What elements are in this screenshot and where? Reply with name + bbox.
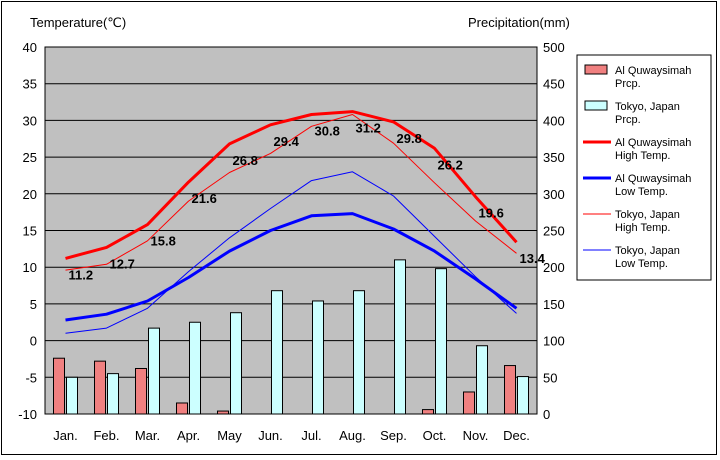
legend-tokyo-high-label: High Temp. <box>615 222 670 234</box>
right-tick-label: 150 <box>543 297 565 312</box>
right-tick-label: 450 <box>543 77 565 92</box>
legend-tokyo-low-label: Tokyo, Japan <box>615 245 680 257</box>
data-label: 13.4 <box>520 251 546 266</box>
data-label: 30.8 <box>315 124 340 139</box>
left-tick-label: 35 <box>23 77 37 92</box>
legend-tokyo-prcp-label: Prcp. <box>615 114 641 126</box>
legend-al-quwaysimah-low-label: Al Quwaysimah <box>615 173 691 185</box>
precip-bar-tokyo <box>312 300 324 415</box>
data-label: 26.8 <box>233 153 258 168</box>
x-tick-label: Sep. <box>380 428 407 443</box>
data-label: 12.7 <box>110 256 135 271</box>
x-tick-label: Dec. <box>503 428 530 443</box>
right-tick-label: 0 <box>543 407 550 422</box>
precip-bar-al-quwaysimah <box>217 410 229 415</box>
legend-al-quwaysimah-prcp-label: Prcp. <box>615 78 641 90</box>
right-tick-label: 200 <box>543 260 565 275</box>
right-tick-label: 300 <box>543 187 565 202</box>
right-tick-label: 50 <box>543 370 557 385</box>
precip-bar-tokyo <box>394 259 406 415</box>
legend-al-quwaysimah-low-label: Low Temp. <box>615 186 668 198</box>
x-tick-label: Apr. <box>177 428 200 443</box>
data-label: 19.6 <box>479 206 504 221</box>
left-tick-label: -10 <box>18 407 37 422</box>
right-tick-label: 400 <box>543 113 565 128</box>
precip-bar-al-quwaysimah <box>463 391 475 415</box>
right-tick-label: 100 <box>543 334 565 349</box>
left-tick-label: 25 <box>23 150 37 165</box>
precip-bar-tokyo <box>353 290 365 415</box>
precip-bar-tokyo <box>435 268 447 415</box>
y-right-label: Precipitation(mm) <box>468 15 570 30</box>
left-tick-label: 5 <box>30 297 37 312</box>
precip-bar-tokyo <box>107 373 119 415</box>
al-quwaysimah-low-line <box>65 212 518 322</box>
tokyo-low-line <box>65 171 517 334</box>
precip-bar-al-quwaysimah <box>94 360 106 415</box>
legend-al-quwaysimah-high-label: Al Quwaysimah <box>615 137 691 149</box>
right-tick-label: 250 <box>543 224 565 239</box>
left-tick-label: 10 <box>23 260 37 275</box>
legend-box <box>576 54 712 281</box>
x-tick-label: Oct. <box>423 428 447 443</box>
data-label: 15.8 <box>151 234 176 249</box>
legend-tokyo-high-label: Tokyo, Japan <box>615 209 680 221</box>
tokyo-high-line <box>65 114 517 271</box>
data-label: 21.6 <box>192 191 217 206</box>
precip-bar-al-quwaysimah <box>422 409 434 415</box>
legend-al-quwaysimah-high-label: High Temp. <box>615 150 670 162</box>
data-label: 11.2 <box>69 267 94 282</box>
precip-bar-al-quwaysimah <box>176 402 188 415</box>
precip-bar-tokyo <box>148 327 160 415</box>
data-label: 31.2 <box>356 121 381 136</box>
left-tick-label: 30 <box>23 113 37 128</box>
right-tick-label: 350 <box>543 150 565 165</box>
x-tick-label: Jan. <box>53 428 78 443</box>
precip-bar-tokyo <box>271 290 283 415</box>
left-tick-label: 15 <box>23 224 37 239</box>
legend-tokyo-prcp-label: Tokyo, Japan <box>615 101 680 113</box>
precip-bar-al-quwaysimah <box>53 357 65 415</box>
x-tick-label: Feb. <box>93 428 119 443</box>
x-tick-label: Nov. <box>463 428 489 443</box>
left-tick-label: 40 <box>23 40 37 55</box>
legend-tokyo-low-label: Low Temp. <box>615 258 668 270</box>
al-quwaysimah-high-line <box>65 110 518 260</box>
precip-bar-tokyo <box>230 312 242 415</box>
x-tick-label: Aug. <box>339 428 366 443</box>
precip-bar-tokyo <box>66 376 78 415</box>
precip-bar-tokyo <box>189 321 201 415</box>
left-tick-label: 0 <box>30 334 37 349</box>
precip-bar-tokyo <box>517 376 529 415</box>
data-label: 26.2 <box>438 157 463 172</box>
legend-al-quwaysimah-prcp-swatch <box>584 64 608 75</box>
data-label: 29.4 <box>274 134 300 149</box>
y-left-label: Temperature(℃) <box>30 15 126 30</box>
left-tick-label: -5 <box>25 370 37 385</box>
precip-bar-al-quwaysimah <box>504 365 516 415</box>
legend-al-quwaysimah-prcp-label: Al Quwaysimah <box>615 65 691 77</box>
x-tick-label: Jul. <box>301 428 321 443</box>
data-label: 29.8 <box>397 131 422 146</box>
x-tick-label: Mar. <box>135 428 160 443</box>
precip-bar-al-quwaysimah <box>135 367 147 415</box>
x-tick-label: Jun. <box>258 428 283 443</box>
precip-bar-tokyo <box>476 345 488 415</box>
legend-tokyo-prcp-swatch <box>584 100 608 111</box>
left-tick-label: 20 <box>23 187 37 202</box>
x-tick-label: May <box>217 428 242 443</box>
right-tick-label: 500 <box>543 40 565 55</box>
